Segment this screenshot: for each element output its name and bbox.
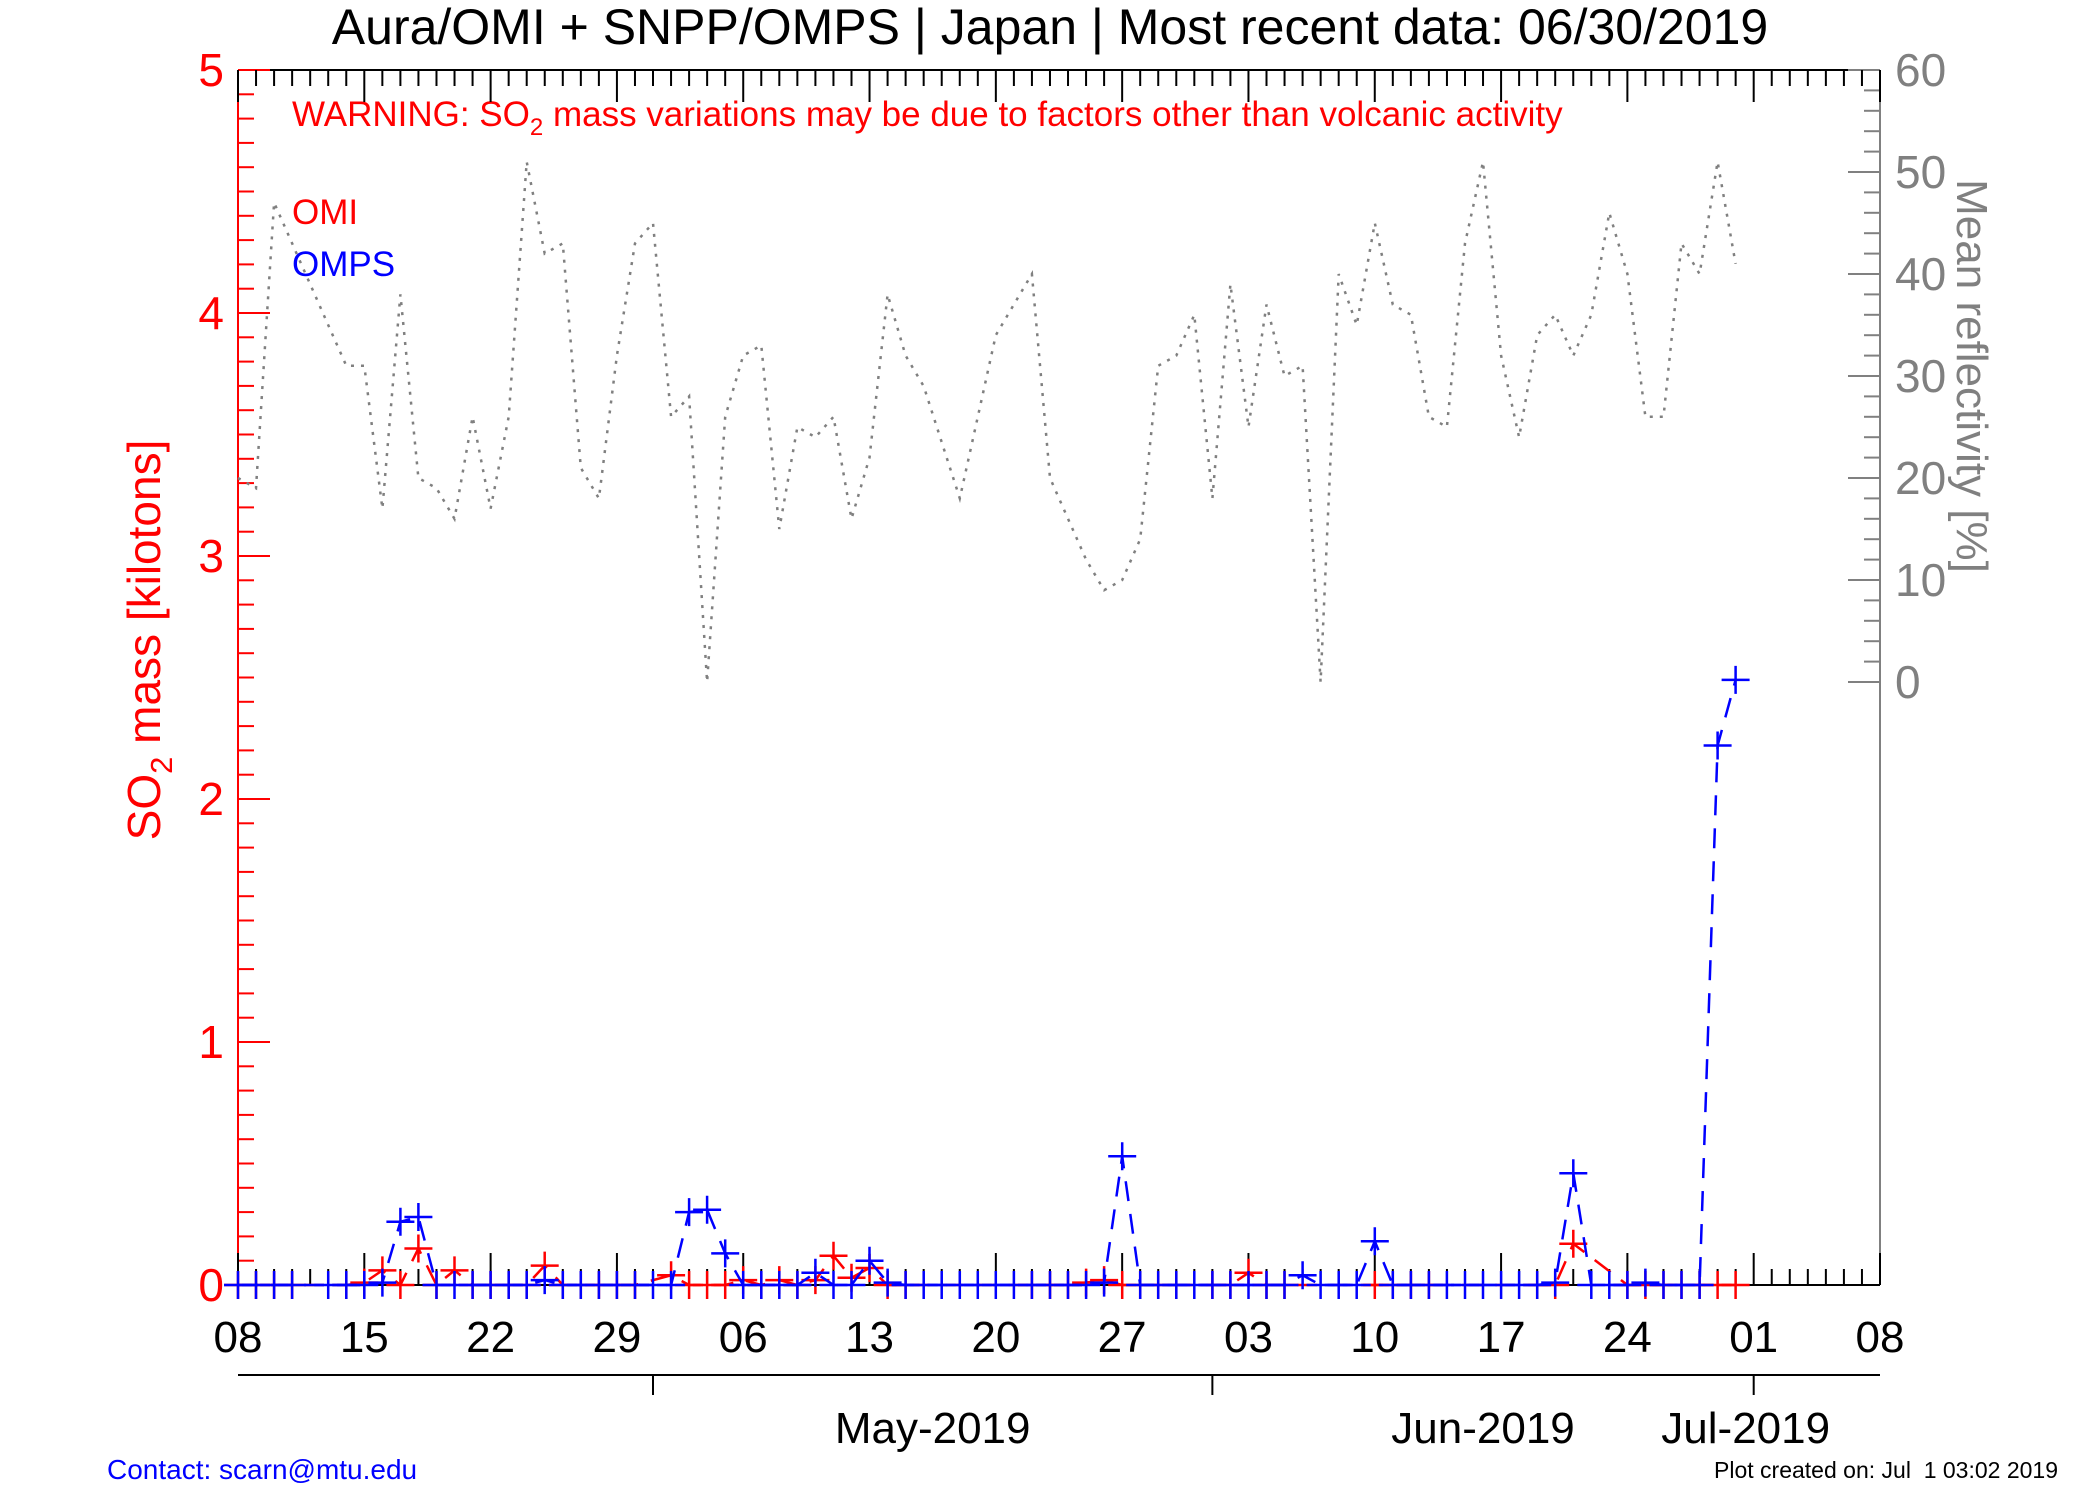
month-label: Jun-2019 (1391, 1404, 1574, 1453)
omps-data-point (1270, 1271, 1299, 1299)
left-tick-label: 4 (198, 287, 224, 339)
omps-data-point (530, 1266, 559, 1295)
omi-data-point (1559, 1229, 1588, 1258)
omps-data-point (675, 1198, 704, 1227)
omps-data-point (1721, 665, 1750, 694)
omps-data-point (801, 1258, 830, 1287)
omi-data-point (404, 1234, 433, 1263)
omps-data-point (1703, 731, 1732, 760)
omps-data-point (1360, 1227, 1389, 1256)
omi-series-line (238, 1241, 1736, 1287)
omps-data-point (278, 1271, 307, 1299)
right-tick-label: 60 (1895, 44, 1946, 96)
x-tick-label: 27 (1098, 1313, 1147, 1362)
omps-data-point (1541, 1268, 1570, 1297)
warning-prefix: WARNING: SO (292, 95, 530, 134)
left-axis-label-subscript: 2 (144, 757, 179, 774)
x-tick-label: 24 (1603, 1313, 1652, 1362)
omps-data-point (855, 1246, 884, 1275)
omps-data-point (1090, 1268, 1119, 1297)
omps-data-point (1288, 1261, 1317, 1290)
omps-data-point (1631, 1268, 1660, 1297)
right-tick-label: 40 (1895, 248, 1946, 300)
x-tick-label: 03 (1224, 1313, 1273, 1362)
omps-data-point (1613, 1271, 1642, 1299)
x-tick-label: 13 (845, 1313, 894, 1362)
left-axis-label-prefix: SO (118, 774, 170, 840)
left-tick-label: 2 (198, 773, 224, 825)
right-tick-label: 20 (1895, 452, 1946, 504)
omps-data-point (693, 1195, 722, 1224)
right-tick-label: 30 (1895, 350, 1946, 402)
omps-data-point (1342, 1271, 1371, 1299)
month-label: Jul-2019 (1661, 1404, 1830, 1453)
x-tick-label: 29 (592, 1313, 641, 1362)
omi-data-point (386, 1271, 415, 1299)
x-tick-label: 22 (466, 1313, 515, 1362)
x-tick-label: 17 (1477, 1313, 1526, 1362)
legend-omi: OMI (292, 193, 358, 232)
x-tick-label: 20 (971, 1313, 1020, 1362)
warning-subscript: 2 (530, 114, 543, 141)
omps-data-point (783, 1271, 812, 1299)
omps-data-point (1108, 1142, 1137, 1171)
x-tick-label: 10 (1350, 1313, 1399, 1362)
omps-data-point (350, 1271, 379, 1299)
series-group (224, 161, 1750, 1299)
omps-data-point (837, 1271, 866, 1299)
omps-data-point (404, 1203, 433, 1231)
plot-created-text: Plot created on: Jul 1 03:02 2019 (1714, 1457, 2058, 1483)
x-tick-label: 06 (719, 1313, 768, 1362)
x-tick-label: 01 (1729, 1313, 1778, 1362)
omi-data-point (1721, 1271, 1750, 1299)
month-label: May-2019 (835, 1404, 1031, 1453)
left-tick-label: 0 (198, 1259, 224, 1311)
left-tick-label: 1 (198, 1016, 224, 1068)
omps-data-point (1559, 1159, 1588, 1188)
left-axis-label-suffix: mass [kilotons] (118, 440, 170, 757)
omps-data-point (1523, 1271, 1552, 1299)
omps-series-line (238, 679, 1737, 1287)
omps-data-point (711, 1239, 740, 1268)
left-tick-label: 3 (198, 530, 224, 582)
right-tick-label: 0 (1895, 656, 1921, 708)
right-axis-label: Mean reflectivity [%] (1947, 179, 1996, 573)
left-tick-label: 5 (198, 44, 224, 96)
contact-text: Contact: scarn@mtu.edu (107, 1454, 418, 1485)
omps-data-point (657, 1271, 686, 1299)
mean-reflectivity-series-line (237, 161, 1737, 683)
omps-data-point (368, 1268, 397, 1297)
chart-title: Aura/OMI + SNPP/OMPS | Japan | Most rece… (332, 0, 1768, 55)
warning-text: WARNING: SO2 mass variations may be due … (292, 95, 1563, 141)
omps-data-point (1685, 1271, 1714, 1299)
legend-omps: OMPS (292, 245, 395, 284)
omi-data-point (819, 1241, 848, 1270)
right-tick-label: 10 (1895, 554, 1946, 606)
right-tick-label: 50 (1895, 146, 1946, 198)
x-tick-label: 08 (1856, 1313, 1905, 1362)
left-axis-label: SO2 mass [kilotons] (118, 440, 179, 841)
omps-data-point (1072, 1271, 1101, 1299)
omps-data-point (873, 1268, 902, 1297)
omps-data-point (386, 1207, 415, 1236)
warning-suffix: mass variations may be due to factors ot… (543, 95, 1563, 134)
x-tick-label: 08 (214, 1313, 263, 1362)
omps-data-point (512, 1271, 541, 1299)
x-tick-label: 15 (340, 1313, 389, 1362)
